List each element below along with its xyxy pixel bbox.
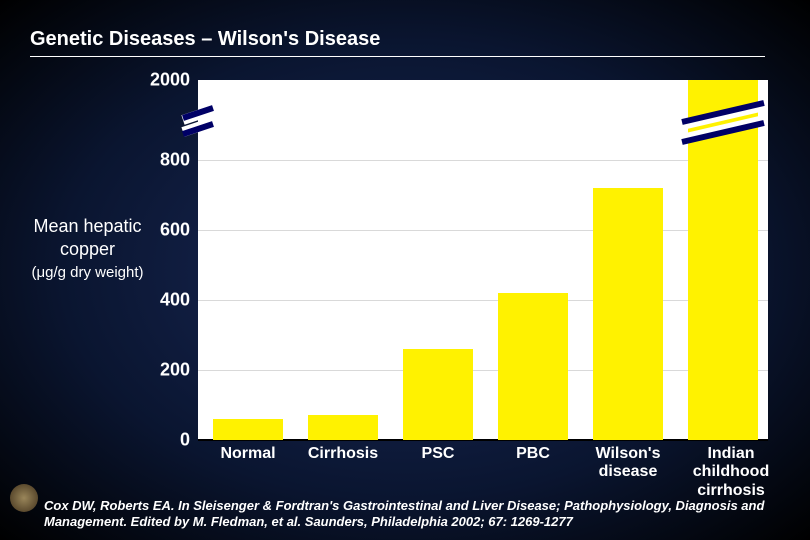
title-underline (30, 56, 765, 57)
x-tick-label: Cirrhosis (293, 445, 393, 463)
bar-cirrhosis (308, 415, 378, 440)
gridline (198, 370, 768, 371)
slide-root: Genetic Diseases – Wilson's Disease Mean… (0, 0, 810, 540)
gridline (198, 300, 768, 301)
y-tick-label: 0 (130, 430, 190, 451)
citation-text: Cox DW, Roberts EA. In Sleisenger & Ford… (44, 498, 780, 531)
axis-break-icon (178, 98, 218, 148)
x-tick-label: Normal (193, 445, 303, 463)
x-label-text: PSC (422, 445, 455, 462)
bar-psc (403, 349, 473, 440)
y-tick-label: 400 (130, 290, 190, 311)
gridline (198, 230, 768, 231)
x-label-text: Cirrhosis (308, 445, 378, 462)
x-label-text: PBC (516, 445, 550, 462)
bar-chart: 0 200 400 600 800 2000 Normal Cirrhosis (198, 80, 768, 440)
bar-normal (213, 419, 283, 440)
bar-wilsons (593, 188, 663, 440)
bar-pbc (498, 293, 568, 440)
y-axis-label-unit: (μg/g dry weight) (31, 264, 143, 281)
x-label-text: Indian (707, 445, 754, 462)
gridline (198, 160, 768, 161)
x-tick-label: Indian childhood cirrhosis (676, 445, 786, 500)
x-label-text: Normal (220, 445, 275, 462)
y-tick-label: 800 (130, 150, 190, 171)
logo-icon (10, 484, 38, 512)
x-label-text: childhood (693, 463, 769, 480)
y-axis-label: Mean hepatic copper (μg/g dry weight) (30, 215, 145, 283)
x-axis-baseline (198, 439, 768, 441)
x-label-text: disease (599, 463, 658, 480)
y-tick-label: 600 (130, 220, 190, 241)
x-label-text: Wilson's (596, 445, 661, 462)
x-tick-label: PBC (488, 445, 578, 463)
y-tick-label: 2000 (130, 70, 190, 91)
y-axis-label-main: Mean hepatic copper (33, 216, 141, 259)
slide-title: Genetic Diseases – Wilson's Disease (30, 28, 380, 51)
x-tick-label: Wilson's disease (578, 445, 678, 482)
bar-break-icon (678, 98, 768, 148)
y-tick-label: 200 (130, 360, 190, 381)
x-tick-label: PSC (393, 445, 483, 463)
x-label-text: cirrhosis (697, 482, 765, 499)
